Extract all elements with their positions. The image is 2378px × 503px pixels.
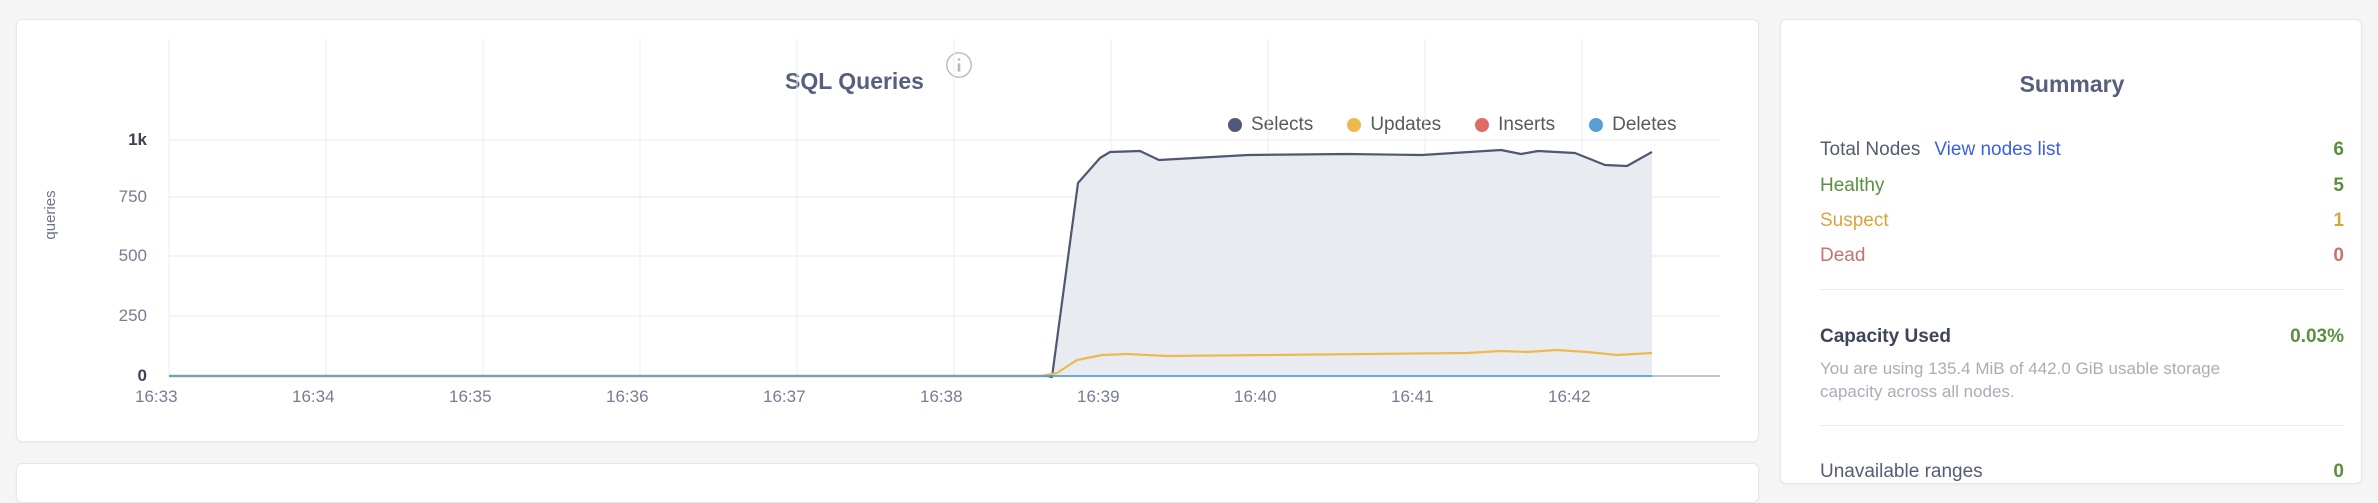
svg-text:16:38: 16:38 xyxy=(920,387,963,406)
svg-text:queries: queries xyxy=(42,190,59,239)
svg-text:500: 500 xyxy=(119,246,147,265)
svg-text:16:33: 16:33 xyxy=(135,387,178,406)
svg-text:16:41: 16:41 xyxy=(1391,387,1434,406)
svg-text:16:40: 16:40 xyxy=(1234,387,1277,406)
svg-text:16:35: 16:35 xyxy=(449,387,492,406)
svg-text:0: 0 xyxy=(138,366,147,385)
svg-text:16:39: 16:39 xyxy=(1077,387,1120,406)
svg-text:250: 250 xyxy=(119,306,147,325)
svg-text:16:37: 16:37 xyxy=(763,387,806,406)
svg-text:16:36: 16:36 xyxy=(606,387,649,406)
svg-text:750: 750 xyxy=(119,187,147,206)
svg-text:16:42: 16:42 xyxy=(1548,387,1591,406)
svg-text:1k: 1k xyxy=(128,130,147,149)
svg-text:16:34: 16:34 xyxy=(292,387,335,406)
